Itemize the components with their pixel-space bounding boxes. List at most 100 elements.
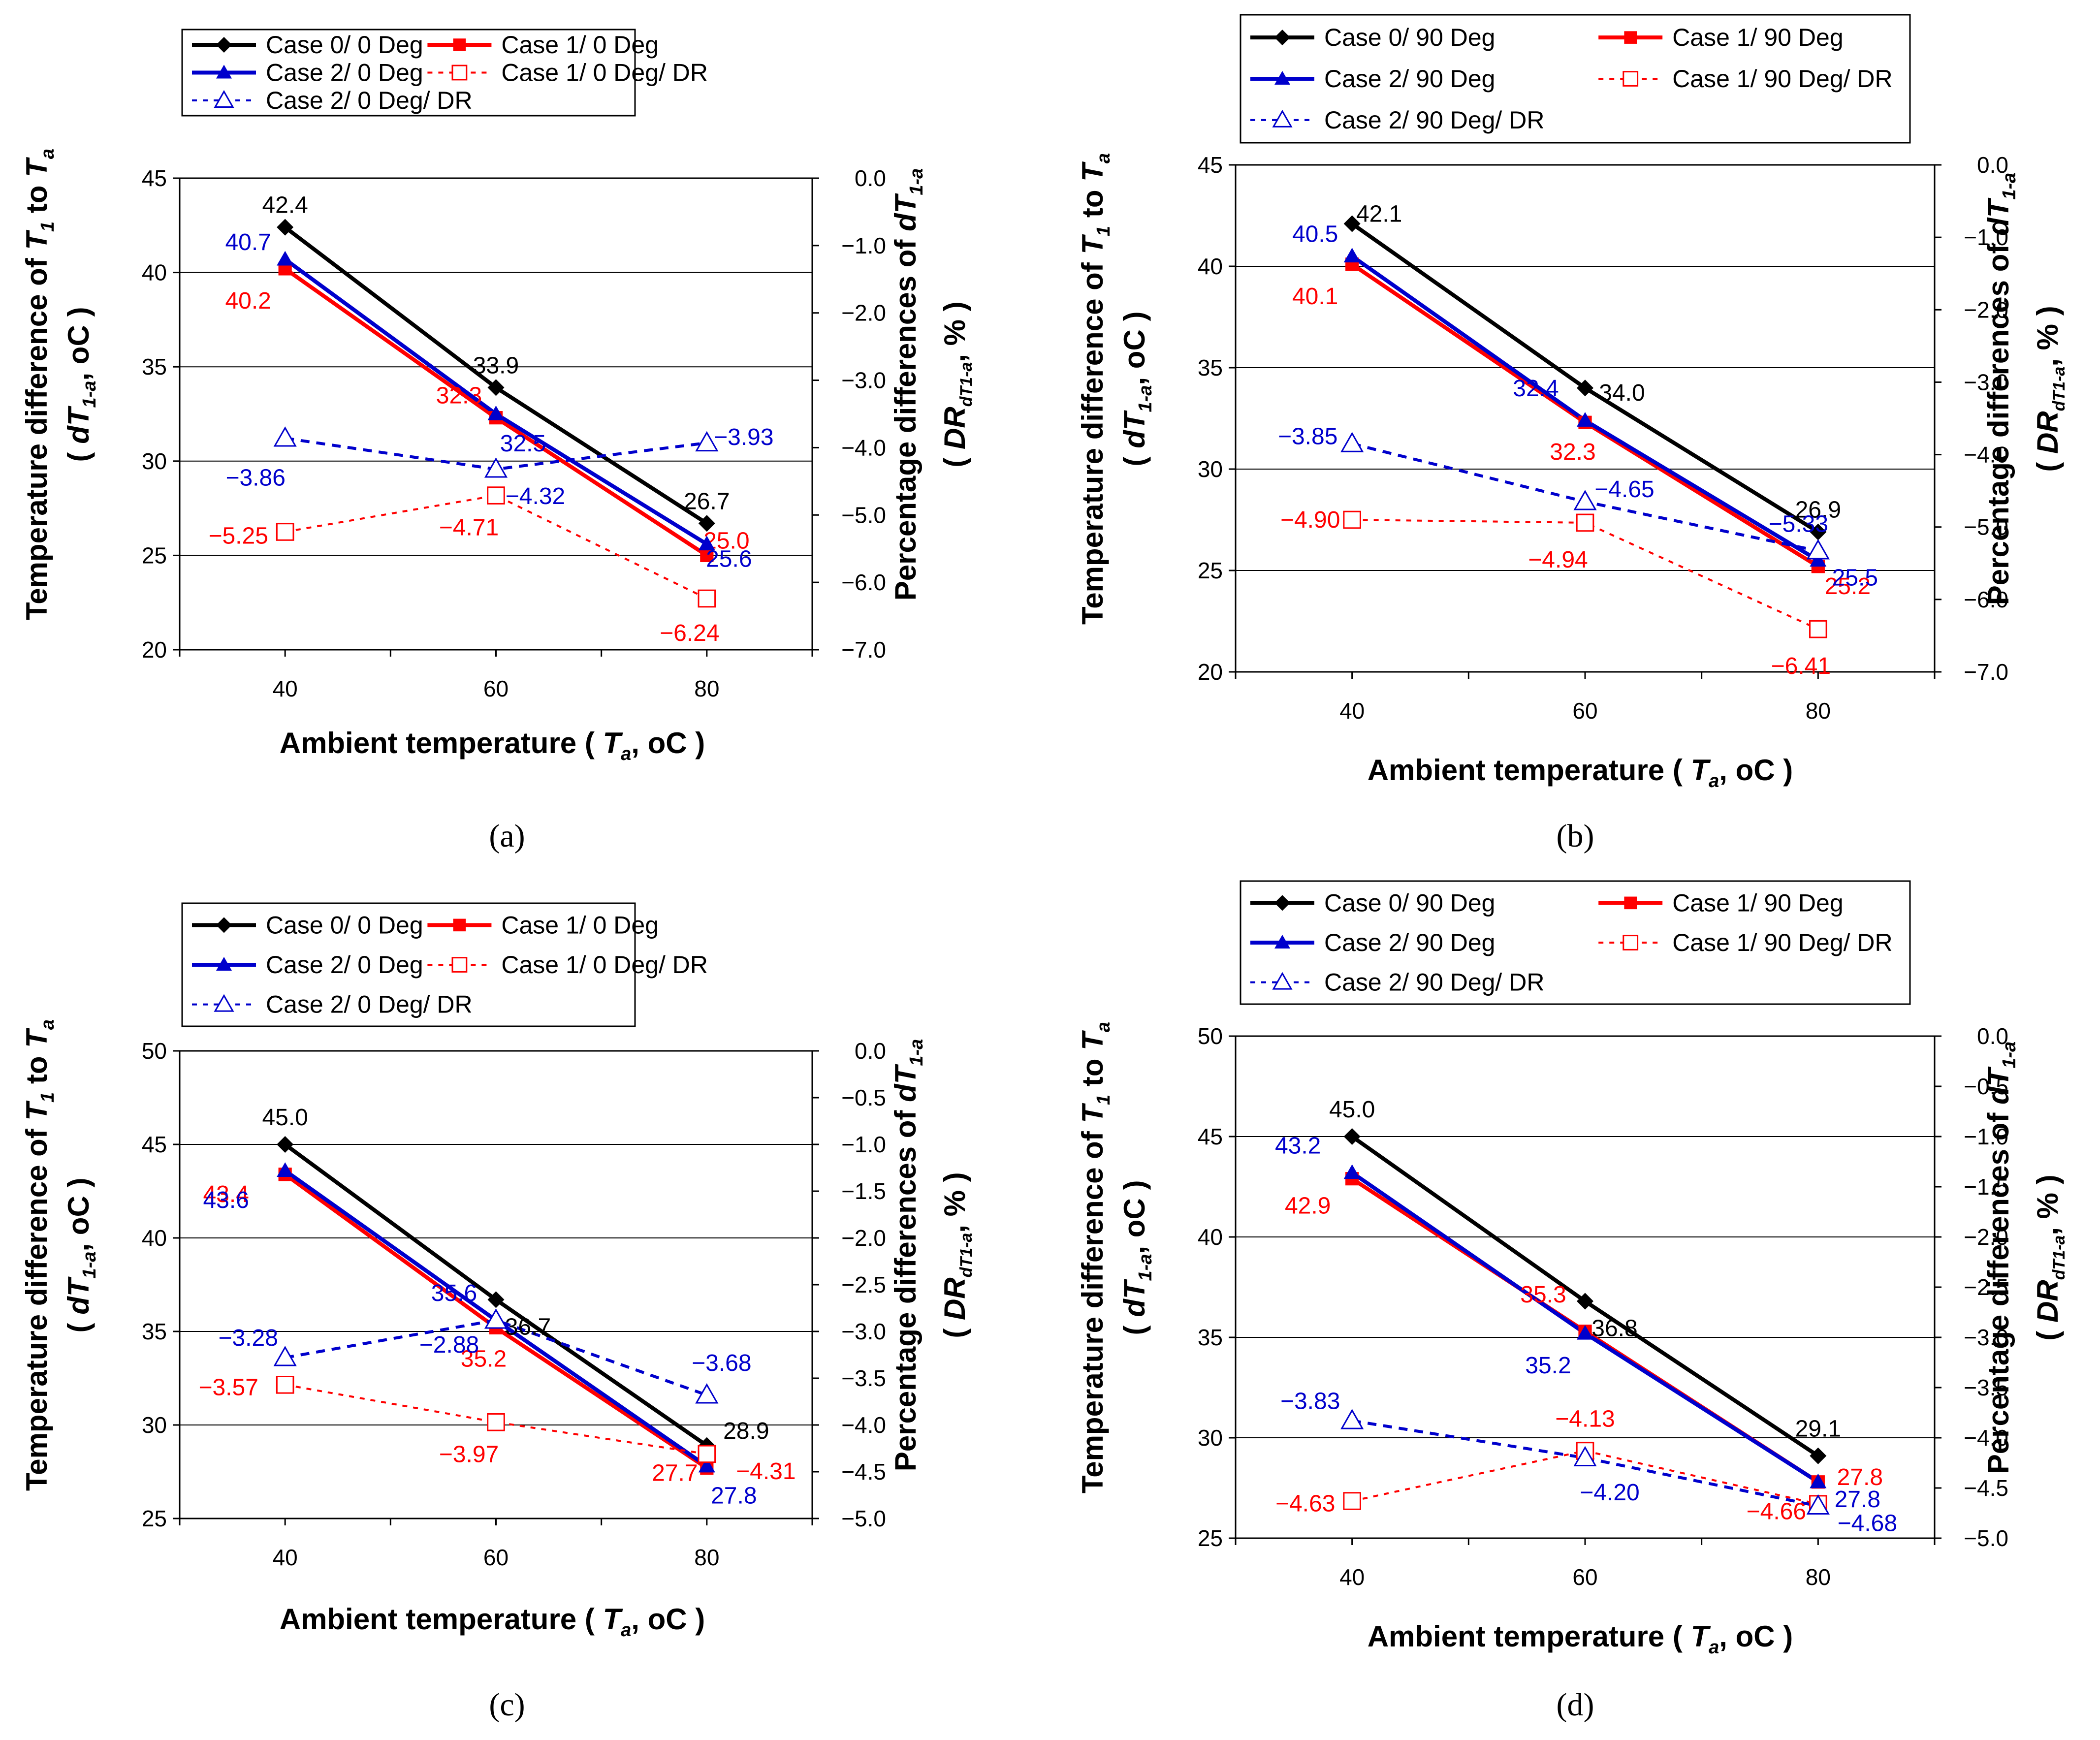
data-point-4-1 bbox=[484, 1308, 508, 1329]
data-label: −4.65 bbox=[1594, 476, 1654, 503]
legend-label: Case 2/ 0 Deg/ DR bbox=[266, 87, 473, 114]
x-axis-title: Ambient temperature ( Ta, oC ) bbox=[280, 727, 705, 764]
series-line-3 bbox=[285, 494, 707, 600]
data-label: −4.90 bbox=[1280, 507, 1340, 533]
data-point-2-1 bbox=[1577, 412, 1593, 427]
data-point-0-0 bbox=[277, 219, 294, 236]
data-point-3-1 bbox=[1576, 513, 1594, 532]
data-point-0-1 bbox=[487, 379, 505, 396]
y2-tick-label: −1.5 bbox=[1964, 1174, 2008, 1200]
y2-tick-label: −1.5 bbox=[841, 1178, 886, 1204]
legend-swatch-marker bbox=[1624, 896, 1637, 910]
x-tick-label: 60 bbox=[1572, 698, 1597, 724]
legend-swatch-marker bbox=[1272, 109, 1293, 127]
data-label: 36.7 bbox=[505, 1314, 551, 1340]
data-point-0-1 bbox=[487, 1291, 505, 1308]
x-tick-label: 40 bbox=[273, 1545, 298, 1570]
data-label: −3.86 bbox=[225, 465, 285, 491]
y-tick-label: 40 bbox=[142, 1225, 167, 1251]
y2-tick-label: −3.0 bbox=[1964, 369, 2008, 395]
data-label: 33.9 bbox=[473, 352, 519, 379]
y2-tick-label: −1.0 bbox=[841, 1132, 886, 1157]
y-tick-label: 35 bbox=[1198, 1325, 1223, 1350]
y2-tick-label: −4.0 bbox=[841, 435, 886, 460]
data-label: 40.7 bbox=[225, 229, 271, 255]
data-label: 45.0 bbox=[1329, 1097, 1375, 1123]
y2-axis-title-line2: ( DRdT1-a, % ) bbox=[2031, 306, 2068, 472]
legend-swatch-marker bbox=[1274, 30, 1290, 46]
panel-caption: (a) bbox=[489, 818, 525, 854]
data-point-0-2 bbox=[698, 515, 715, 532]
data-label: −3.97 bbox=[439, 1441, 499, 1467]
y-tick-label: 40 bbox=[1198, 1224, 1223, 1250]
data-point-3-2 bbox=[698, 589, 716, 608]
y-axis-title-line1: Temperature difference of T1 to Ta bbox=[20, 149, 58, 620]
data-label: −4.31 bbox=[736, 1458, 795, 1485]
data-label: 28.9 bbox=[723, 1418, 769, 1444]
y2-tick-label: −2.5 bbox=[841, 1272, 886, 1297]
legend-swatch-marker bbox=[451, 957, 468, 973]
legend-swatch-marker bbox=[1624, 31, 1637, 44]
legend-label: Case 0/ 0 Deg bbox=[266, 911, 423, 939]
data-point-4-1 bbox=[1573, 1446, 1597, 1467]
y2-tick-label: −2.0 bbox=[1964, 1224, 2008, 1250]
data-label: 25.6 bbox=[706, 546, 752, 572]
data-point-4-0 bbox=[273, 1346, 297, 1366]
data-label: −5.33 bbox=[1769, 511, 1828, 537]
data-label: 26.9 bbox=[1795, 497, 1841, 523]
data-point-2-0 bbox=[1343, 248, 1361, 263]
series-line-4 bbox=[1352, 1419, 1818, 1508]
x-axis-title: Ambient temperature ( Ta, oC ) bbox=[1368, 1620, 1793, 1658]
data-label: 27.8 bbox=[1837, 1464, 1883, 1490]
y-tick-label: 35 bbox=[142, 1319, 167, 1344]
legend-label: Case 1/ 0 Deg/ DR bbox=[501, 59, 708, 87]
data-label: 27.7 bbox=[652, 1460, 698, 1486]
legend-label: Case 1/ 90 Deg/ DR bbox=[1672, 65, 1892, 93]
y2-axis-title: Percentage differences of dT1-a ( DRdT1-a… bbox=[889, 168, 976, 601]
data-label: 27.8 bbox=[1835, 1487, 1880, 1513]
data-point-4-1 bbox=[1573, 490, 1597, 510]
legend-swatch-marker bbox=[1623, 935, 1639, 950]
data-label: −4.13 bbox=[1555, 1406, 1615, 1432]
y-tick-label: 30 bbox=[1198, 1425, 1223, 1451]
y2-axis-title-line1: Percentage differences of dT1-a bbox=[1982, 1042, 2020, 1474]
data-label: −4.71 bbox=[439, 515, 499, 541]
legend-swatch-marker bbox=[453, 918, 466, 932]
y2-tick-label: −1.0 bbox=[841, 233, 886, 258]
y2-axis-title-line1: Percentage differences of dT1-a bbox=[889, 1039, 927, 1472]
data-point-3-1 bbox=[487, 1413, 505, 1431]
data-label: 40.1 bbox=[1292, 284, 1338, 310]
data-point-0-0 bbox=[277, 1136, 294, 1153]
y2-tick-label: −6.0 bbox=[1964, 587, 2008, 612]
y-tick-label: 40 bbox=[142, 260, 167, 285]
x-tick-label: 80 bbox=[694, 676, 719, 701]
chart-panel-a: 20 25 30 35 40 45 0.0 −1.0 −2.0 −3.0 −4.0 −5.0 −6.0 −… bbox=[20, 29, 976, 854]
data-point-4-2 bbox=[1806, 539, 1830, 560]
x-tick-label: 40 bbox=[1339, 698, 1365, 724]
y2-tick-label: −3.0 bbox=[841, 1319, 886, 1344]
y2-tick-label: −2.0 bbox=[1964, 297, 2008, 322]
legend-label: Case 1/ 90 Deg bbox=[1672, 889, 1843, 917]
y-tick-label: 20 bbox=[142, 637, 167, 663]
y-tick-label: 45 bbox=[142, 165, 167, 191]
y2-axis-title-line1: Percentage differences of dT1-a bbox=[889, 168, 927, 601]
x-axis-title: Ambient temperature ( Ta, oC ) bbox=[280, 1603, 705, 1641]
data-label: 35.6 bbox=[431, 1280, 477, 1306]
data-label: 32.4 bbox=[1513, 376, 1559, 402]
data-point-1-2 bbox=[700, 548, 714, 562]
x-tick-label: 40 bbox=[1339, 1564, 1365, 1590]
data-label: 40.5 bbox=[1292, 221, 1338, 247]
legend-swatch-marker bbox=[1623, 71, 1639, 87]
data-point-3-0 bbox=[1343, 1492, 1361, 1510]
data-label: −4.63 bbox=[1275, 1491, 1335, 1517]
y2-tick-label: −7.0 bbox=[1964, 659, 2008, 685]
data-point-3-0 bbox=[276, 1376, 294, 1394]
legend-swatch-marker bbox=[214, 994, 234, 1012]
data-point-2-1 bbox=[1577, 1325, 1593, 1340]
data-point-4-0 bbox=[1340, 1409, 1364, 1429]
legend-swatch-marker bbox=[216, 64, 232, 79]
y-tick-label: 45 bbox=[1198, 1124, 1223, 1149]
panel-caption: (c) bbox=[489, 1687, 525, 1723]
data-label: 36.8 bbox=[1591, 1316, 1637, 1342]
y-axis-title: Temperature difference of T1 to Ta( dT1-… bbox=[1076, 1022, 1156, 1493]
